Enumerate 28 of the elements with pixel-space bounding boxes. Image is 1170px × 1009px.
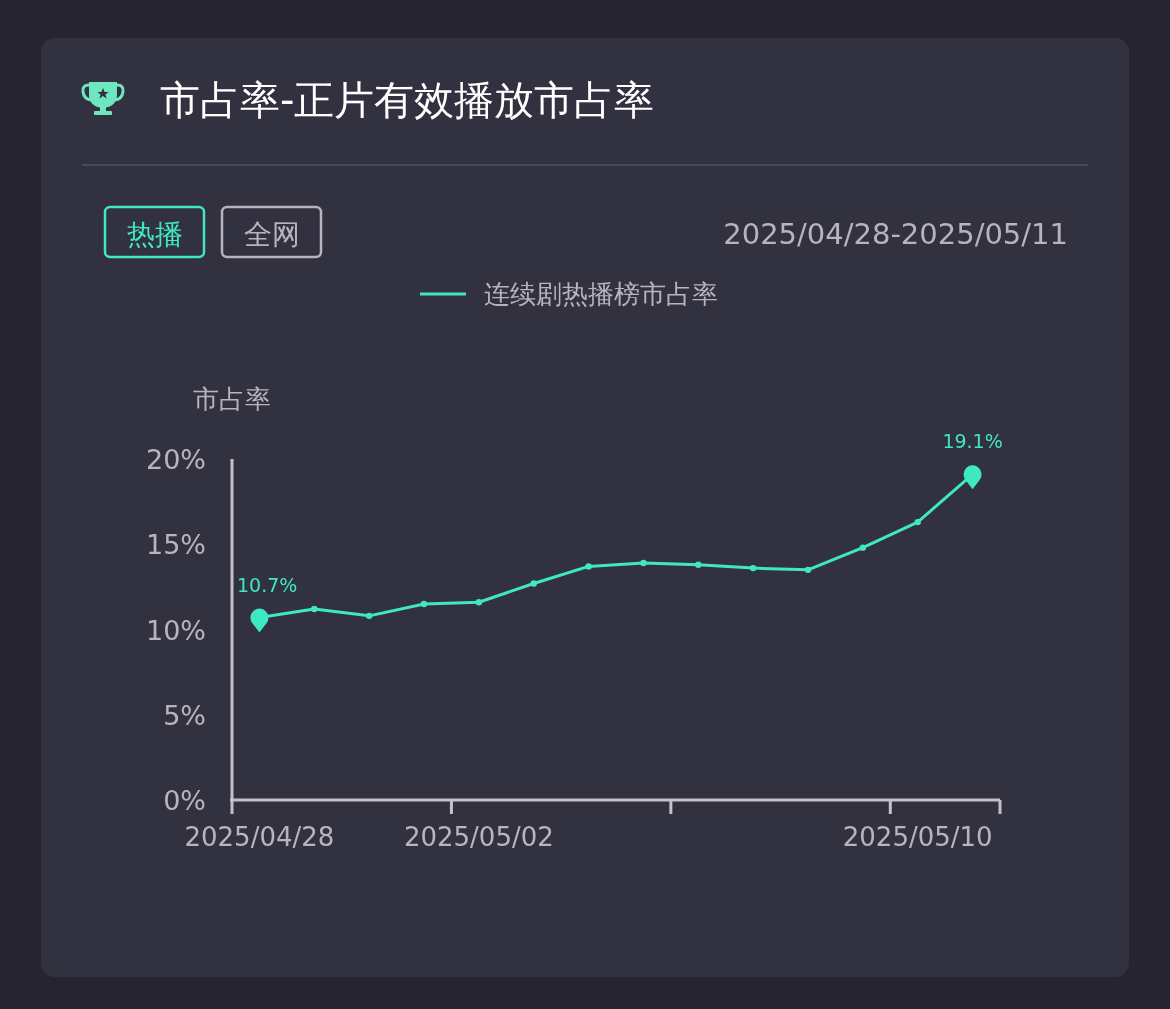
- value-label: 10.7%: [237, 573, 298, 596]
- point: [914, 518, 921, 526]
- ytick: 20%: [146, 444, 206, 475]
- legend: 连续剧热播榜市占率: [484, 279, 718, 309]
- xtick: 2025/04/28: [184, 822, 335, 852]
- xtick: 2025/05/10: [842, 822, 993, 852]
- point: [365, 612, 373, 620]
- point: [530, 580, 537, 587]
- ytick: 15%: [146, 529, 206, 561]
- subtitle: 2025/04/28-2025/05/11: [723, 217, 1068, 251]
- xtick: 2025/05/02: [403, 822, 554, 852]
- point: [475, 599, 483, 606]
- title: 市占率-正片有效播放市占率: [160, 77, 655, 123]
- point: [585, 563, 592, 570]
- value-label: 19.1%: [942, 430, 1003, 453]
- point: [695, 561, 702, 568]
- ytick: 5%: [163, 699, 206, 731]
- point: [804, 566, 812, 574]
- label: 全网: [243, 218, 300, 251]
- ylabel: 市占率: [193, 384, 271, 414]
- ytick: 10%: [146, 614, 206, 646]
- point: [420, 600, 428, 608]
- point: [859, 544, 867, 551]
- point: [311, 605, 318, 613]
- ytick: 0%: [163, 785, 206, 816]
- point: [749, 564, 757, 572]
- label: 热播: [126, 218, 183, 251]
- point: [640, 559, 647, 567]
